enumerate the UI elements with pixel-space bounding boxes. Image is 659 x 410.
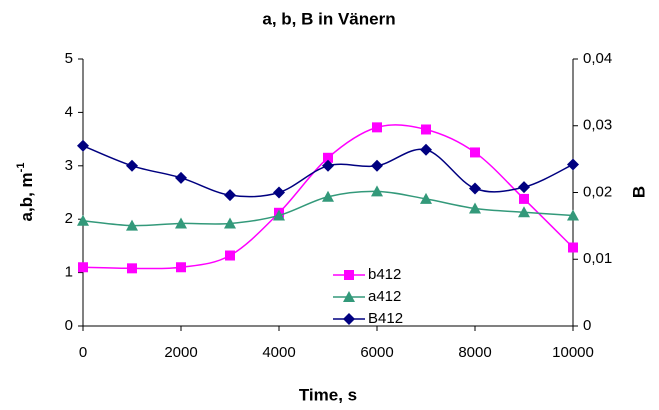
- x-axis-label: Time, s: [299, 385, 357, 404]
- data-point: [420, 143, 432, 156]
- chart-title: a, b, B in Vänern: [262, 9, 395, 28]
- legend-marker: [344, 270, 354, 280]
- data-point: [470, 147, 480, 158]
- data-point: [371, 185, 383, 197]
- data-point: [567, 158, 579, 171]
- data-point: [568, 242, 578, 253]
- legend-marker: [343, 313, 355, 325]
- legend-label: a412: [368, 288, 401, 305]
- y-tick-label: 2: [65, 210, 73, 227]
- legend-marker: [343, 291, 355, 302]
- x-tick-label: 10000: [552, 344, 594, 361]
- data-point: [518, 206, 530, 218]
- data-point: [78, 262, 88, 273]
- data-point: [567, 209, 579, 221]
- y-axis-label-sup: -1: [15, 163, 27, 173]
- data-point: [126, 219, 138, 231]
- data-point: [519, 193, 529, 204]
- y-axis-label-text: a,b, m: [17, 172, 36, 221]
- data-point: [420, 192, 432, 204]
- data-point: [224, 217, 236, 229]
- x-tick-label: 6000: [360, 344, 393, 361]
- y2-tick-label: 0,01: [583, 250, 612, 267]
- y2-tick-label: 0,04: [583, 50, 612, 67]
- x-tick-label: 4000: [262, 344, 295, 361]
- legend-label: B412: [368, 310, 403, 327]
- y2-tick-label: 0,02: [583, 183, 612, 200]
- data-point: [469, 182, 481, 195]
- data-point: [224, 189, 236, 202]
- data-point: [225, 250, 235, 261]
- data-point: [518, 181, 530, 194]
- y-tick-label: 4: [65, 103, 73, 120]
- x-tick-label: 2000: [164, 344, 197, 361]
- data-point: [126, 159, 138, 172]
- data-point: [273, 186, 285, 199]
- data-point: [469, 202, 481, 214]
- y2-tick-label: 0,03: [583, 117, 612, 134]
- data-point: [176, 262, 186, 273]
- x-tick-label: 0: [79, 344, 87, 361]
- y2-axis-label: B: [629, 186, 648, 198]
- y-tick-label: 5: [65, 50, 73, 67]
- data-point: [77, 139, 89, 152]
- y-tick-label: 0: [65, 317, 73, 334]
- legend-label: b412: [368, 266, 401, 283]
- y-tick-label: 3: [65, 157, 73, 174]
- data-point: [175, 217, 187, 229]
- y-tick-label: 1: [65, 264, 73, 281]
- data-point: [273, 209, 285, 221]
- data-point: [77, 214, 89, 226]
- data-point: [421, 124, 431, 135]
- data-point: [371, 159, 383, 172]
- data-point: [322, 190, 334, 202]
- y2-axis-label-group: B: [629, 186, 648, 198]
- y-axis-label: a,b, m-1: [15, 163, 37, 222]
- x-tick-label: 8000: [458, 344, 491, 361]
- data-point: [323, 152, 333, 163]
- data-point: [127, 263, 137, 274]
- data-point: [175, 171, 187, 184]
- data-point: [322, 159, 334, 172]
- data-point: [372, 122, 382, 133]
- y-axis-label-group: a,b, m-1: [15, 163, 37, 222]
- y2-tick-label: 0: [583, 317, 591, 334]
